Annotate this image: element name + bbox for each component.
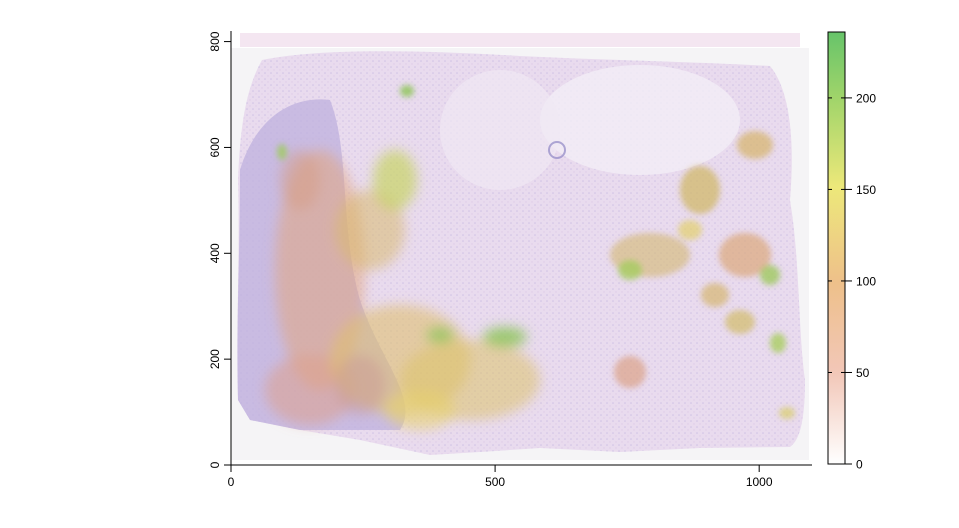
colorbar-tick-label: 200	[856, 91, 876, 105]
colorbar-tick-label: 100	[856, 274, 876, 288]
x-axis: 0 500 1000	[228, 464, 812, 489]
x-tick-label: 0	[228, 475, 235, 489]
y-axis: 0 200 400 600 800	[208, 31, 232, 468]
pale-region	[540, 65, 740, 175]
colorbar-gradient	[827, 31, 846, 465]
y-tick-label: 0	[208, 461, 222, 468]
y-tick-label: 200	[208, 349, 222, 369]
colorbar-tick-label: 0	[856, 458, 863, 472]
tissue-image	[231, 33, 809, 460]
y-tick-label: 600	[208, 137, 222, 157]
heat-overlay-right	[277, 85, 795, 419]
colorbar-tick-label: 150	[856, 183, 876, 197]
colorbar: 0 50 100 150 200	[827, 31, 876, 472]
y-tick-label: 800	[208, 31, 222, 51]
heat-overlay-left	[265, 150, 540, 430]
x-tick-label: 1000	[746, 475, 773, 489]
vessel-ring	[548, 141, 566, 159]
x-tick-label: 500	[485, 475, 505, 489]
pale-region-2	[440, 70, 560, 190]
colorbar-tick-label: 50	[856, 366, 870, 380]
slide-edge-debris	[240, 33, 800, 47]
y-tick-label: 400	[208, 243, 222, 263]
